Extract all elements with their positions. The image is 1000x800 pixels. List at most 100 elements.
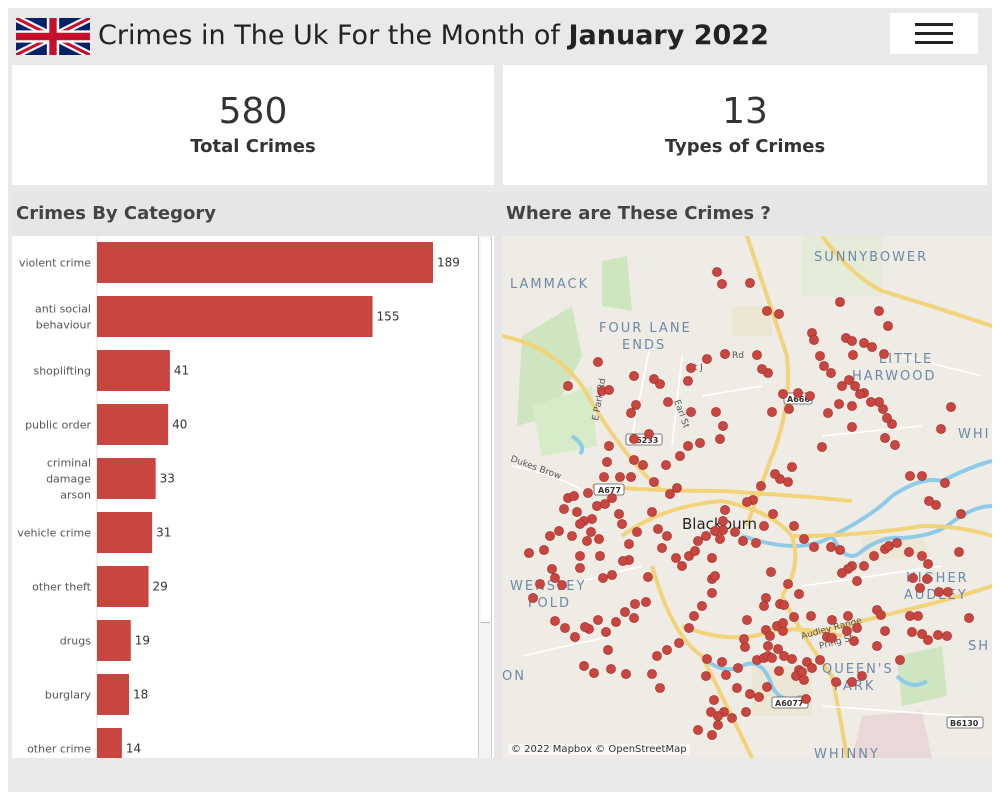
crime-marker[interactable] <box>721 670 731 680</box>
crime-marker[interactable] <box>754 692 764 702</box>
crime-marker[interactable] <box>778 389 788 399</box>
crime-marker[interactable] <box>787 462 797 472</box>
crime-marker[interactable] <box>742 615 752 625</box>
crime-marker[interactable] <box>701 671 711 681</box>
crime-marker[interactable] <box>589 668 599 678</box>
crime-marker[interactable] <box>683 376 693 386</box>
crime-marker[interactable] <box>907 627 917 637</box>
crime-marker[interactable] <box>686 363 696 373</box>
crime-marker[interactable] <box>859 338 869 348</box>
crime-marker[interactable] <box>895 655 905 665</box>
crime-marker[interactable] <box>720 349 730 359</box>
crime-marker[interactable] <box>801 694 811 704</box>
crime-marker[interactable] <box>604 441 614 451</box>
crime-marker[interactable] <box>550 616 560 626</box>
crime-marker[interactable] <box>847 336 857 346</box>
crime-marker[interactable] <box>560 623 570 633</box>
crime-marker[interactable] <box>712 267 722 277</box>
crime-marker[interactable] <box>598 573 608 583</box>
crime-marker[interactable] <box>745 278 755 288</box>
crime-marker[interactable] <box>767 407 777 417</box>
crime-marker[interactable] <box>690 546 700 556</box>
crime-marker[interactable] <box>789 612 799 622</box>
crime-marker[interactable] <box>575 519 585 529</box>
crime-marker[interactable] <box>766 567 776 577</box>
crime-marker[interactable] <box>620 607 630 617</box>
crime-map[interactable]: LAMMACK SUNNYBOWER FOUR LANE ENDS LITTLE… <box>502 236 992 758</box>
crime-marker[interactable] <box>831 677 841 687</box>
crime-marker[interactable] <box>905 471 915 481</box>
crime-marker[interactable] <box>922 574 932 584</box>
hamburger-menu-icon[interactable] <box>890 13 978 54</box>
crime-marker[interactable] <box>701 531 711 541</box>
crime-marker[interactable] <box>761 593 771 603</box>
crime-marker[interactable] <box>768 509 778 519</box>
crime-marker[interactable] <box>652 651 662 661</box>
crime-marker[interactable] <box>662 531 672 541</box>
bar-drugs[interactable] <box>97 620 131 661</box>
crime-marker[interactable] <box>592 501 602 511</box>
crime-marker[interactable] <box>599 472 609 482</box>
crime-marker[interactable] <box>697 601 707 611</box>
crime-marker[interactable] <box>809 542 819 552</box>
crime-marker[interactable] <box>815 351 825 361</box>
crime-marker[interactable] <box>933 630 943 640</box>
crime-marker[interactable] <box>843 611 853 621</box>
crime-marker[interactable] <box>644 429 654 439</box>
bar-burglary[interactable] <box>97 674 129 715</box>
crime-marker[interactable] <box>943 587 953 597</box>
chart-scrollbar[interactable] <box>478 236 492 758</box>
crime-marker[interactable] <box>817 442 827 452</box>
crime-marker[interactable] <box>789 521 799 531</box>
crime-marker[interactable] <box>629 455 639 465</box>
crime-marker[interactable] <box>665 489 675 499</box>
crime-marker[interactable] <box>835 297 845 307</box>
crime-marker[interactable] <box>572 507 582 517</box>
crime-marker[interactable] <box>563 381 573 391</box>
crime-marker[interactable] <box>751 538 761 548</box>
crime-marker[interactable] <box>806 611 816 621</box>
crime-marker[interactable] <box>936 424 946 434</box>
crime-marker[interactable] <box>606 664 616 674</box>
crime-marker[interactable] <box>850 381 860 391</box>
crime-marker[interactable] <box>593 357 603 367</box>
crime-marker[interactable] <box>629 613 639 623</box>
crime-marker[interactable] <box>757 364 767 374</box>
crime-marker[interactable] <box>954 547 964 557</box>
crime-marker[interactable] <box>557 580 567 590</box>
crime-marker[interactable] <box>595 551 605 561</box>
crime-marker[interactable] <box>528 593 538 603</box>
crime-marker[interactable] <box>923 559 933 569</box>
map-svg[interactable]: LAMMACK SUNNYBOWER FOUR LANE ENDS LITTLE… <box>502 236 992 758</box>
crime-marker[interactable] <box>579 661 589 671</box>
crime-marker[interactable] <box>742 497 752 507</box>
crime-marker[interactable] <box>570 632 580 642</box>
crime-marker[interactable] <box>717 279 727 289</box>
crime-marker[interactable] <box>826 542 836 552</box>
crime-marker[interactable] <box>892 538 902 548</box>
crime-marker[interactable] <box>718 525 728 535</box>
crime-marker[interactable] <box>752 350 762 360</box>
crime-marker[interactable] <box>686 407 696 417</box>
crime-marker[interactable] <box>807 663 817 673</box>
crime-marker[interactable] <box>535 579 545 589</box>
crime-marker[interactable] <box>629 371 639 381</box>
crime-marker[interactable] <box>874 306 884 316</box>
crime-marker[interactable] <box>618 556 628 566</box>
crime-marker[interactable] <box>672 483 682 493</box>
crime-marker[interactable] <box>524 548 534 558</box>
crime-marker[interactable] <box>765 631 775 641</box>
crime-marker[interactable] <box>837 381 847 391</box>
bar-criminal-damage-arson[interactable] <box>97 458 156 499</box>
crime-marker[interactable] <box>880 626 890 636</box>
crime-marker[interactable] <box>819 361 829 371</box>
crime-marker[interactable] <box>924 496 934 506</box>
crime-marker[interactable] <box>917 551 927 561</box>
crime-marker[interactable] <box>655 683 665 693</box>
map-attribution[interactable]: © 2022 Mapbox © OpenStreetMap <box>508 744 690 755</box>
crime-marker[interactable] <box>787 654 797 664</box>
crime-marker[interactable] <box>702 354 712 364</box>
crime-marker[interactable] <box>718 421 728 431</box>
crime-marker[interactable] <box>799 675 809 685</box>
crime-marker[interactable] <box>793 388 803 398</box>
